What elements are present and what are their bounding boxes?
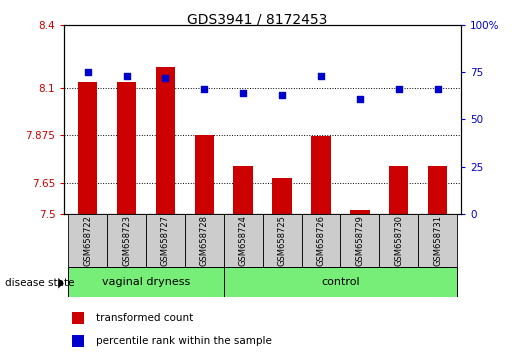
- Text: GSM658731: GSM658731: [433, 215, 442, 266]
- Bar: [185, 214, 224, 267]
- Text: vaginal dryness: vaginal dryness: [102, 277, 190, 287]
- Bar: [224, 214, 263, 267]
- Text: GSM658723: GSM658723: [122, 215, 131, 266]
- Bar: [107, 214, 146, 267]
- Text: GSM658728: GSM658728: [200, 215, 209, 266]
- Bar: [340, 214, 379, 267]
- Bar: [72, 335, 84, 347]
- Bar: [263, 214, 301, 267]
- Polygon shape: [58, 278, 64, 289]
- Bar: [146, 214, 185, 267]
- Text: GSM658722: GSM658722: [83, 215, 92, 266]
- Bar: [428, 166, 448, 214]
- Bar: [117, 81, 136, 214]
- Text: percentile rank within the sample: percentile rank within the sample: [96, 336, 272, 346]
- Bar: [72, 312, 84, 324]
- Text: GDS3941 / 8172453: GDS3941 / 8172453: [187, 12, 328, 27]
- Bar: [379, 214, 418, 267]
- Point: [239, 90, 247, 96]
- Bar: [389, 166, 408, 214]
- Point: [278, 92, 286, 98]
- Bar: [301, 214, 340, 267]
- Point: [200, 86, 209, 92]
- Text: GSM658730: GSM658730: [394, 215, 403, 266]
- Bar: [233, 166, 253, 214]
- Bar: [418, 214, 457, 267]
- Bar: [68, 267, 224, 297]
- Point: [161, 75, 169, 81]
- Bar: [78, 81, 97, 214]
- Text: GSM658726: GSM658726: [316, 215, 325, 266]
- Text: control: control: [321, 277, 359, 287]
- Text: GSM658729: GSM658729: [355, 215, 364, 266]
- Text: GSM658727: GSM658727: [161, 215, 170, 266]
- Text: GSM658724: GSM658724: [239, 215, 248, 266]
- Bar: [272, 178, 292, 214]
- Point: [394, 86, 403, 92]
- Point: [83, 69, 92, 75]
- Bar: [156, 67, 175, 214]
- Bar: [195, 135, 214, 214]
- Point: [317, 73, 325, 79]
- Point: [434, 86, 442, 92]
- Point: [123, 73, 131, 79]
- Bar: [311, 136, 331, 214]
- Bar: [224, 267, 457, 297]
- Point: [356, 96, 364, 102]
- Text: GSM658725: GSM658725: [278, 215, 286, 266]
- Text: transformed count: transformed count: [96, 313, 193, 323]
- Bar: [68, 214, 107, 267]
- Bar: [350, 210, 370, 214]
- Text: disease state: disease state: [5, 278, 75, 288]
